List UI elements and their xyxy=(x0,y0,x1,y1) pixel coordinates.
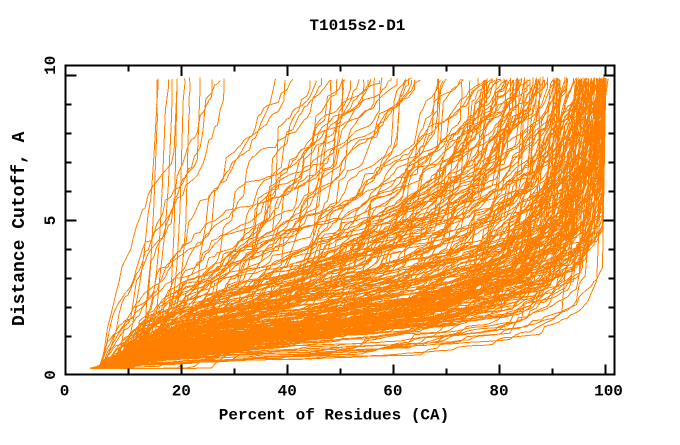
svg-text:80: 80 xyxy=(489,383,508,401)
svg-text:0: 0 xyxy=(60,383,70,401)
svg-text:40: 40 xyxy=(278,383,297,401)
svg-text:60: 60 xyxy=(383,383,402,401)
svg-text:Distance Cutoff, A: Distance Cutoff, A xyxy=(10,131,30,326)
svg-text:0: 0 xyxy=(42,370,60,380)
svg-text:Percent of Residues (CA): Percent of Residues (CA) xyxy=(219,407,449,425)
svg-text:T1015s2-D1: T1015s2-D1 xyxy=(309,17,405,35)
svg-text:5: 5 xyxy=(42,216,60,226)
svg-text:20: 20 xyxy=(172,383,191,401)
svg-text:100: 100 xyxy=(594,383,623,401)
svg-text:10: 10 xyxy=(42,56,60,75)
